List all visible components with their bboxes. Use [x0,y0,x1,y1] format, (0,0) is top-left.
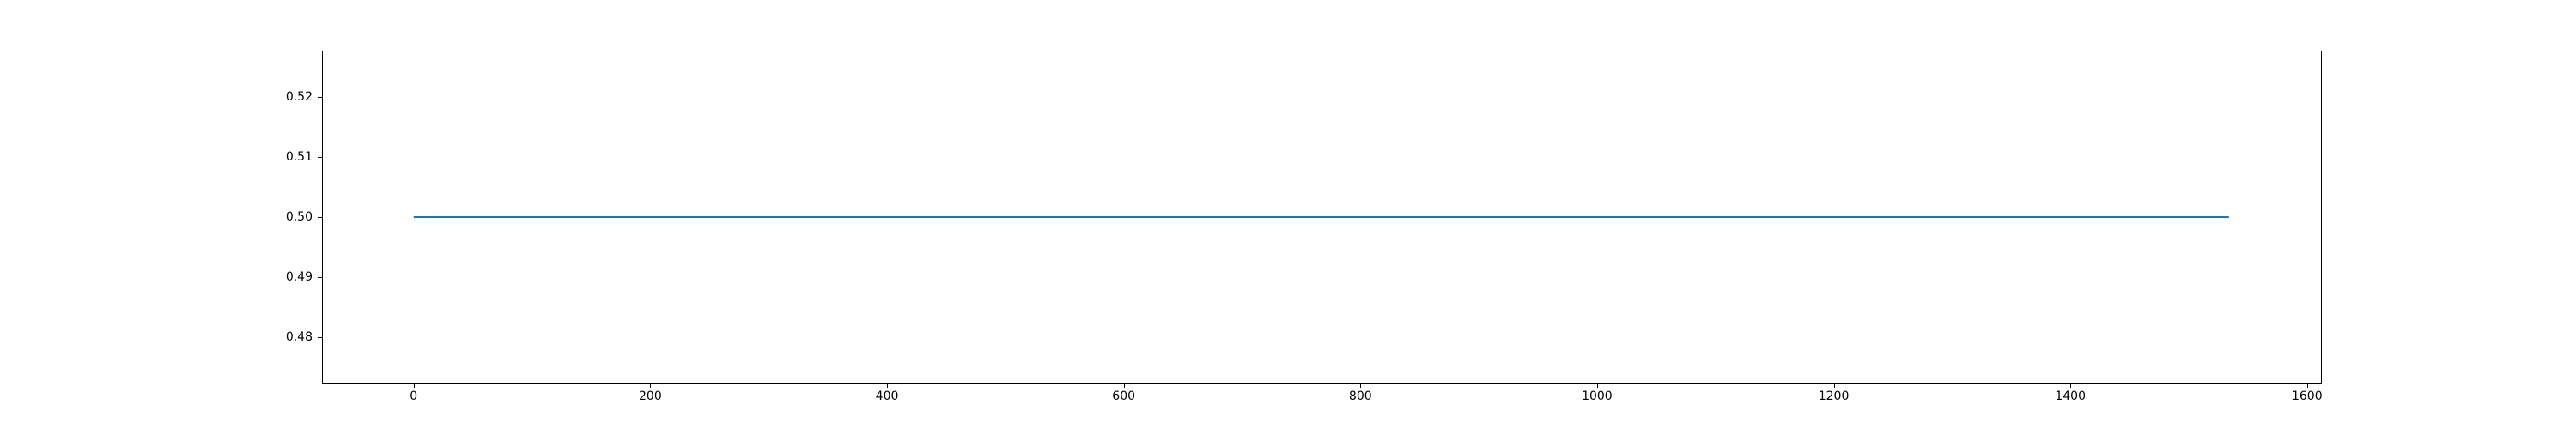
y-tick-mark [318,96,323,98]
x-tick-label: 1600 [2291,390,2323,403]
y-tick-mark [318,277,323,279]
x-tick-label: 1400 [2055,390,2086,403]
plot-area: 0 200 400 600 800 1000 1200 1400 1600 0.48 0.49 0.… [286,51,2323,402]
y-tick-label: 0.52 [285,89,313,104]
x-tick-mark [1833,383,1835,388]
x-tick-label: 0 [410,390,418,403]
y-tick-label: 0.48 [285,330,313,345]
x-tick-label: 400 [875,390,899,403]
x-tick-label: 200 [639,390,662,403]
x-tick-mark [2306,383,2308,388]
x-tick-mark [650,383,652,388]
x-tick-mark [2070,383,2072,388]
y-tick-mark [318,217,323,218]
y-tick-label: 0.49 [285,270,313,285]
x-tick-label: 600 [1112,390,1136,403]
x-tick-mark [1596,383,1598,388]
x-tick-mark [1123,383,1125,388]
x-tick-mark [887,383,889,388]
x-tick-mark [1360,383,1362,388]
y-tick-mark [318,337,323,339]
y-tick-label: 0.51 [285,149,313,164]
x-tick-label: 800 [1348,390,1372,403]
y-tick-mark [318,156,323,158]
y-tick-label: 0.50 [285,210,313,224]
x-tick-label: 1000 [1582,390,1613,403]
line-series-layer [413,216,2229,218]
x-tick-mark [413,383,415,388]
x-tick-label: 1200 [1818,390,1850,403]
